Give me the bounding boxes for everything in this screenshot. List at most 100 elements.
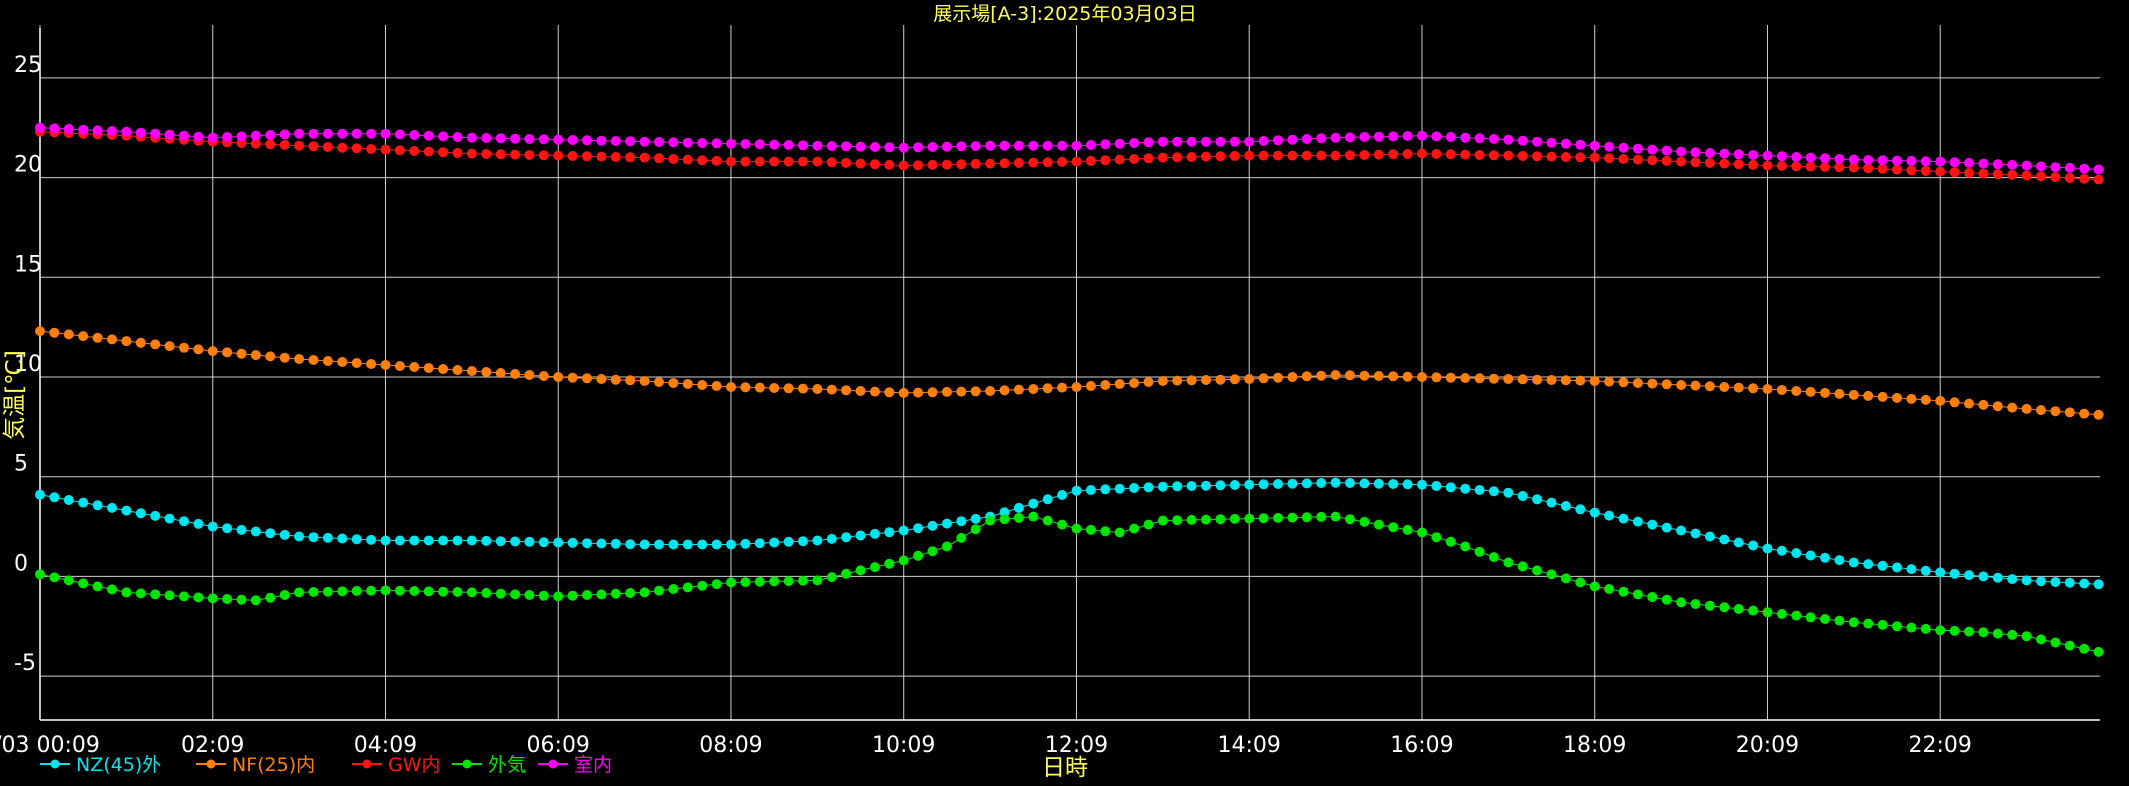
data-point: [366, 585, 377, 596]
data-point: [207, 346, 218, 357]
data-point: [1690, 380, 1701, 391]
data-point: [668, 539, 679, 550]
data-point: [2079, 408, 2090, 419]
data-point: [1186, 136, 1197, 147]
data-point: [423, 586, 434, 597]
data-point: [1474, 485, 1485, 495]
data-point: [841, 141, 852, 152]
data-point: [1834, 388, 1845, 399]
data-point: [1143, 519, 1154, 530]
data-point: [1676, 525, 1687, 536]
data-point: [294, 140, 305, 151]
data-point: [1704, 531, 1715, 542]
data-point: [927, 142, 938, 152]
data-point: [1057, 490, 1068, 500]
data-point: [1388, 131, 1399, 142]
data-point: [869, 528, 880, 539]
data-point: [1546, 497, 1557, 508]
data-point: [1733, 159, 1744, 170]
data-point: [1388, 479, 1399, 489]
data-point: [1920, 565, 1931, 576]
data-point: [999, 140, 1010, 151]
data-point: [1589, 152, 1600, 163]
series-group: [35, 122, 2104, 657]
data-point: [337, 533, 348, 544]
data-point: [92, 500, 103, 511]
data-point: [49, 327, 60, 338]
legend-label: NZ(45)外: [76, 754, 161, 776]
data-point: [2050, 406, 2061, 417]
data-point: [1748, 159, 1759, 170]
data-point: [596, 374, 607, 384]
data-point: [1460, 373, 1471, 383]
data-point: [812, 575, 823, 586]
data-point: [1949, 625, 1960, 636]
data-point: [2007, 402, 2018, 413]
data-point: [1431, 481, 1442, 491]
data-point: [1445, 536, 1456, 547]
data-point: [322, 128, 333, 139]
data-point: [1345, 132, 1355, 143]
data-point: [294, 587, 305, 598]
data-point: [394, 535, 405, 546]
data-point: [740, 139, 751, 149]
data-point: [1748, 150, 1759, 160]
data-point: [1877, 155, 1888, 166]
data-point: [1805, 152, 1816, 163]
data-point: [1992, 169, 2003, 180]
data-point: [1935, 156, 1946, 167]
data-point: [423, 130, 434, 141]
data-point: [308, 587, 319, 597]
data-point: [337, 128, 348, 139]
x-tick-label: 06:09: [527, 733, 590, 758]
y-axis-ticks: -5 0 5 10 15 20 25: [14, 53, 42, 676]
data-point: [567, 537, 578, 548]
data-point: [1892, 164, 1902, 175]
data-point: [1920, 394, 1931, 405]
y-tick-label: 0: [14, 551, 28, 576]
data-point: [1517, 491, 1528, 501]
chart-title: 展示場[A-3]:2025年03月03日: [933, 3, 1196, 25]
data-point: [337, 586, 348, 597]
data-point: [1575, 375, 1586, 386]
data-point: [1906, 155, 1917, 166]
x-tick-label: 20:09: [1736, 733, 1799, 758]
data-point: [855, 565, 866, 576]
data-point: [1100, 139, 1111, 150]
data-point: [798, 536, 808, 547]
data-point: [380, 360, 391, 370]
data-point: [884, 387, 895, 398]
data-point: [495, 588, 506, 599]
data-point: [1820, 161, 1830, 172]
legend-marker: [206, 759, 216, 769]
data-point: [150, 510, 161, 521]
data-point: [481, 588, 492, 598]
data-point: [524, 590, 535, 600]
data-point: [769, 576, 780, 587]
data-point: [337, 357, 348, 367]
data-point: [1100, 155, 1111, 166]
data-point: [1258, 136, 1269, 146]
data-point: [913, 550, 924, 561]
data-point: [308, 355, 319, 365]
data-point: [2021, 403, 2032, 414]
data-point: [1791, 548, 1802, 559]
data-point: [841, 532, 852, 543]
data-point: [279, 140, 290, 150]
data-point: [826, 572, 837, 583]
data-point: [1273, 150, 1283, 161]
data-point: [1172, 515, 1183, 526]
data-point: [1172, 152, 1183, 163]
data-point: [582, 151, 592, 162]
data-point: [294, 354, 305, 364]
data-point: [1244, 513, 1255, 524]
data-point: [1287, 372, 1298, 382]
data-point: [754, 139, 765, 150]
data-point: [1157, 152, 1168, 163]
data-point: [179, 342, 189, 353]
data-point: [941, 518, 952, 529]
data-point: [423, 146, 434, 157]
data-point: [1417, 148, 1427, 159]
data-point: [1402, 524, 1413, 535]
